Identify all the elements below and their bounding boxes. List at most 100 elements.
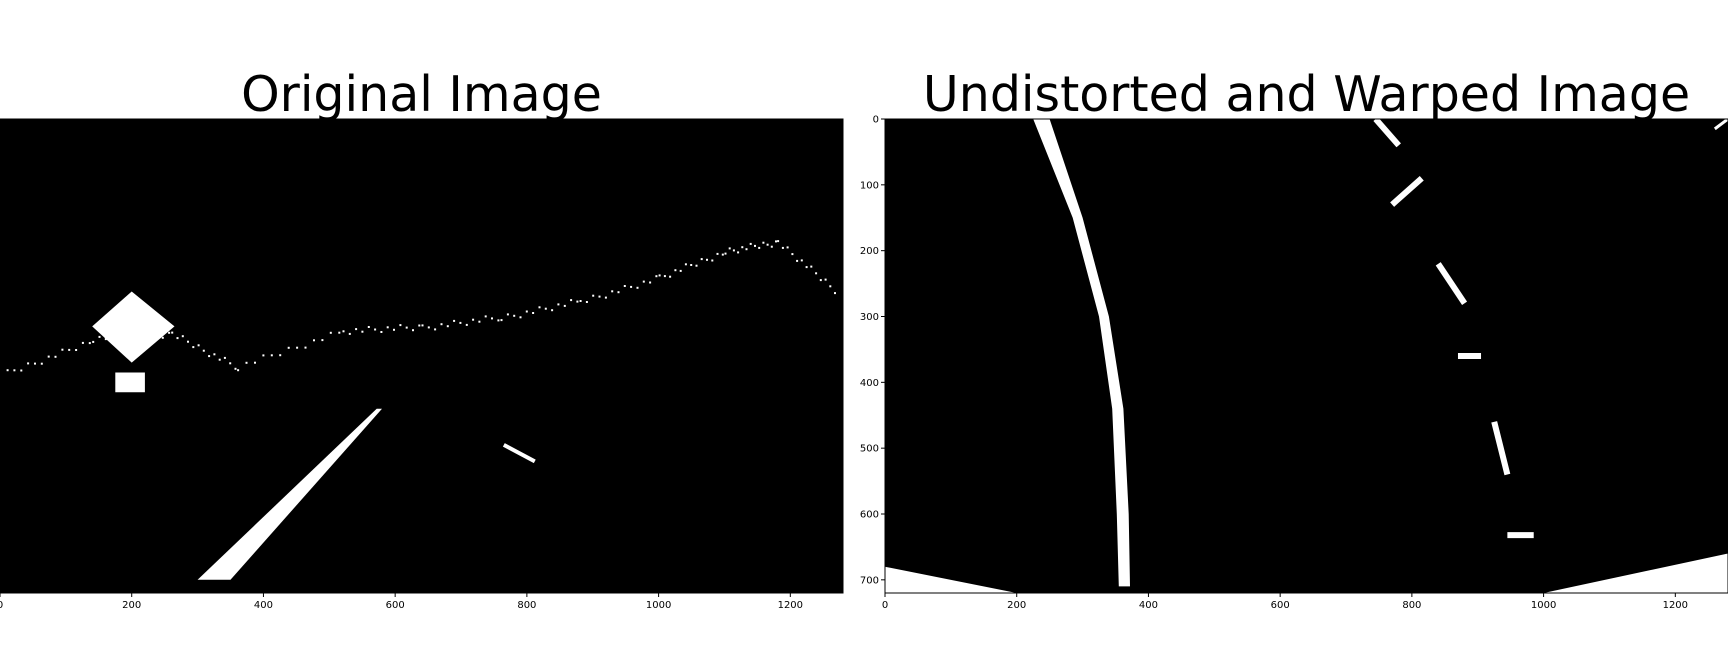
- edge-noise-dot: [585, 301, 588, 303]
- edge-noise-dot: [61, 348, 64, 351]
- edge-noise-dot: [700, 258, 703, 261]
- edge-noise-dot: [161, 336, 164, 339]
- edge-noise-dot: [669, 275, 672, 278]
- x-tick-label: 1200: [778, 600, 803, 611]
- y-tick-label: 500: [860, 444, 879, 455]
- edge-noise-dot: [6, 369, 9, 372]
- edge-noise-dot: [279, 354, 282, 357]
- edge-noise-dot: [88, 342, 91, 345]
- edge-noise-dot: [775, 240, 777, 243]
- edge-noise-dot: [81, 341, 84, 344]
- edge-noise-dot: [754, 244, 756, 247]
- bottom-left-wedge-mark: [885, 566, 1017, 593]
- edge-noise-dot: [706, 258, 708, 261]
- edge-noise-dot: [617, 291, 620, 294]
- edge-noise-dot: [223, 356, 226, 359]
- edge-noise-dot: [40, 362, 43, 365]
- edge-noise-dot: [123, 337, 126, 340]
- edge-noise-dot: [551, 309, 554, 312]
- edge-noise-dot: [611, 290, 614, 293]
- edge-noise-dot: [54, 355, 57, 358]
- edge-noise-dot: [338, 331, 341, 334]
- edge-noise-dot: [563, 304, 566, 307]
- road-sign-plate-mark: [115, 372, 145, 393]
- edge-noise-dot: [296, 346, 299, 349]
- edge-noise-dot: [741, 246, 744, 249]
- x-tick-label: 1200: [1663, 600, 1688, 611]
- edge-noise-dot: [491, 317, 493, 320]
- edge-noise-dot: [576, 300, 579, 303]
- edge-noise-dot: [630, 285, 633, 288]
- edge-noise-dot: [197, 344, 200, 347]
- image-content-1: [885, 119, 1728, 593]
- original-image-title: Original Image: [241, 66, 602, 123]
- edge-noise-dot: [446, 325, 449, 328]
- right-lane-dash-mark: [1435, 262, 1468, 305]
- edge-noise-dot: [766, 243, 769, 246]
- edge-noise-dot: [604, 296, 607, 299]
- edge-noise-dot: [13, 369, 16, 372]
- edge-noise-dot: [254, 361, 256, 364]
- y-tick-label: 600: [860, 510, 879, 521]
- x-tick-label: 1000: [646, 600, 671, 611]
- edge-noise-dot: [75, 349, 78, 351]
- edge-noise-dot: [329, 331, 332, 334]
- edge-noise-dot: [655, 275, 658, 278]
- edge-noise-dot: [592, 294, 595, 297]
- edge-noise-dot: [361, 330, 364, 333]
- edge-noise-dot: [380, 331, 383, 333]
- y-tick-label: 400: [860, 378, 879, 389]
- edge-noise-dot: [819, 279, 822, 282]
- axes-frame-0: [0, 118, 844, 594]
- x-tick-label: 200: [1007, 600, 1026, 611]
- edge-noise-dot: [367, 326, 370, 328]
- y-tick-label: 300: [860, 312, 879, 323]
- x-tick-label: 600: [386, 600, 405, 611]
- edge-noise-dot: [777, 240, 780, 243]
- edge-noise-dot: [557, 303, 560, 306]
- edge-noise-dot: [418, 324, 421, 327]
- edge-noise-dot: [472, 318, 475, 321]
- edge-noise-dot: [484, 315, 487, 318]
- edge-noise-dot: [149, 332, 152, 335]
- edge-noise-dot: [117, 335, 120, 338]
- edge-noise-dot: [218, 358, 221, 361]
- edge-noise-dot: [229, 362, 232, 365]
- edge-noise-dot: [749, 242, 752, 245]
- edge-noise-dot: [374, 328, 377, 331]
- warped-image-title: Undistorted and Warped Image: [922, 66, 1691, 123]
- edge-noise-dot: [791, 253, 794, 256]
- edge-noise-dot: [187, 340, 189, 343]
- edge-noise-dot: [570, 299, 573, 302]
- edge-noise-dot: [716, 252, 719, 255]
- edge-noise-dot: [805, 266, 808, 269]
- edge-noise-dot: [202, 349, 205, 352]
- road-sign-diamond-mark: [92, 291, 175, 363]
- image-background-1: [885, 119, 1728, 593]
- bottom-right-wedge-mark: [1543, 553, 1728, 593]
- edge-noise-dot: [386, 326, 389, 329]
- edge-noise-dot: [111, 340, 114, 343]
- edge-noise-dot: [453, 319, 456, 322]
- x-tick-label: 800: [517, 600, 536, 611]
- edge-noise-dot: [642, 280, 645, 283]
- edge-noise-dot: [500, 319, 503, 322]
- y-tick-label: 700: [860, 575, 879, 586]
- x-tick-label: 400: [254, 600, 273, 611]
- edge-noise-dot: [130, 340, 133, 342]
- edge-noise-dot: [695, 264, 698, 267]
- image-background-0: [0, 119, 843, 593]
- edge-noise-dot: [237, 369, 240, 372]
- edge-noise-dot: [513, 314, 516, 317]
- edge-noise-dot: [544, 307, 547, 310]
- edge-noise-dot: [176, 337, 179, 340]
- x-tick-label: 200: [122, 600, 141, 611]
- edge-noise-dot: [434, 328, 437, 331]
- edge-noise-dot: [136, 335, 139, 337]
- edge-noise-dot: [762, 241, 765, 244]
- edge-noise-dot: [690, 264, 693, 266]
- edge-noise-dot: [829, 285, 832, 288]
- edge-noise-dot: [663, 275, 666, 278]
- edge-noise-dot: [234, 367, 237, 370]
